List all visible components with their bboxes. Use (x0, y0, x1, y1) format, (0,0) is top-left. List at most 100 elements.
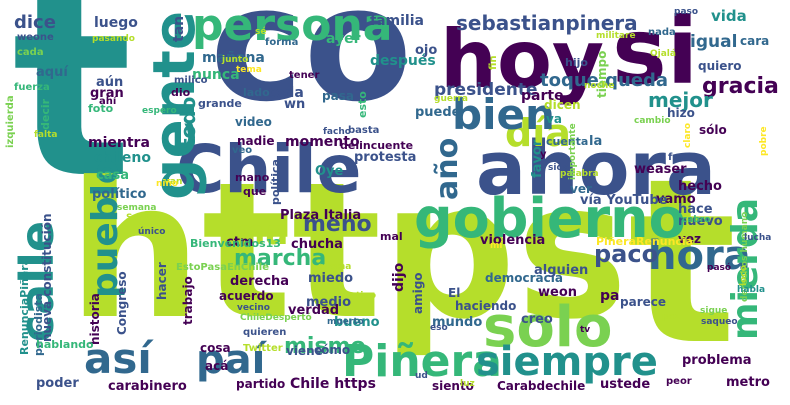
word: acá (205, 359, 229, 373)
word: nunca (192, 67, 240, 83)
word: hacer (155, 262, 169, 300)
word: Bienvenidos13 (190, 237, 281, 250)
word: habla (737, 285, 766, 295)
word: dio (171, 86, 191, 99)
word: toque queda (540, 70, 669, 91)
word: wn (284, 97, 306, 112)
word: espero (142, 106, 177, 116)
word: sé (255, 27, 267, 37)
word: aquí (36, 65, 68, 80)
word: esto (356, 91, 369, 118)
word: Chile https (290, 376, 376, 392)
word: haciendo (455, 299, 517, 313)
word: amigo (411, 272, 425, 314)
word: sigue (700, 306, 728, 316)
word: hace (678, 202, 713, 217)
word: protesta (354, 150, 417, 165)
word: weone (17, 32, 54, 43)
word: RenunciaPiñera (18, 257, 31, 355)
word: siento (432, 379, 474, 393)
word: van (164, 177, 183, 187)
word: cada (17, 47, 44, 58)
word: t (12, 0, 133, 234)
word: creo (521, 312, 553, 327)
word: cosa (200, 341, 231, 355)
word: parte (521, 88, 564, 104)
word: chileno (94, 150, 151, 166)
word: marcha (234, 246, 327, 271)
word: semana (117, 203, 157, 213)
word: pobre (759, 126, 769, 156)
word: co (210, 0, 413, 137)
word: momento (285, 134, 360, 150)
word: día (505, 111, 571, 155)
word: trabajo (181, 276, 195, 325)
word: metro (726, 375, 770, 390)
word: hijo (565, 56, 588, 69)
word: weon (538, 285, 578, 300)
word: parece (620, 295, 666, 309)
word: EstoPasaEnChile (176, 262, 269, 273)
word: falta (34, 130, 58, 140)
word: toda (268, 85, 304, 101)
word: paí (196, 337, 266, 383)
word: saqueo (701, 317, 738, 327)
word: vida (711, 7, 747, 25)
word: si (612, 0, 699, 105)
word: tener (289, 70, 320, 81)
word: gracia (702, 74, 779, 99)
word: peor (666, 376, 692, 387)
word: paso (674, 7, 699, 17)
word: derecha (230, 274, 290, 289)
word: pasando (92, 34, 135, 44)
word: tan (171, 15, 187, 42)
word: ojo (415, 43, 438, 58)
word: milico (174, 75, 208, 86)
word: sebastianpinera (456, 11, 638, 35)
word: presidente (434, 80, 538, 100)
word: Santiago (126, 213, 172, 223)
word: casa (96, 168, 129, 183)
word: viene (286, 344, 323, 358)
word: basta (348, 125, 380, 136)
word: facho (323, 127, 351, 137)
word: cabro (682, 215, 711, 225)
word: todo (176, 96, 200, 148)
word: ver (570, 182, 592, 196)
word: Carabdechile (497, 379, 586, 393)
word: hablando (36, 338, 94, 351)
word: niño (156, 179, 179, 189)
word: importante (568, 123, 578, 180)
word: así (84, 334, 152, 383)
word: pasó (707, 263, 732, 273)
word: mismo (284, 334, 366, 359)
word: va (546, 112, 562, 126)
word: paz (662, 312, 680, 322)
word: https (68, 142, 629, 361)
word: sido (548, 163, 570, 173)
word: ayer (326, 31, 361, 47)
word: ud (415, 371, 428, 381)
word: igual (690, 32, 738, 52)
word: democracia (485, 271, 563, 285)
word: lado (243, 86, 270, 99)
word: dijo (391, 262, 407, 292)
word: partido (236, 377, 286, 391)
word: chucha (291, 237, 343, 252)
word: loco (739, 265, 749, 286)
word: grande (198, 97, 242, 110)
word: nadie (237, 134, 275, 148)
word: Oye (315, 164, 344, 179)
word: vecino (237, 303, 270, 313)
word: junto (222, 55, 249, 65)
word: único (138, 227, 166, 237)
word: hecho (678, 179, 722, 194)
word: poder (36, 376, 79, 391)
word: ahora (476, 126, 716, 212)
word: PiñeraRenuncia (596, 235, 694, 248)
word: izquierda (5, 95, 16, 148)
word: cara (740, 34, 770, 48)
word: política (269, 159, 282, 205)
word: mundo (432, 315, 483, 330)
word: forma (265, 37, 299, 48)
